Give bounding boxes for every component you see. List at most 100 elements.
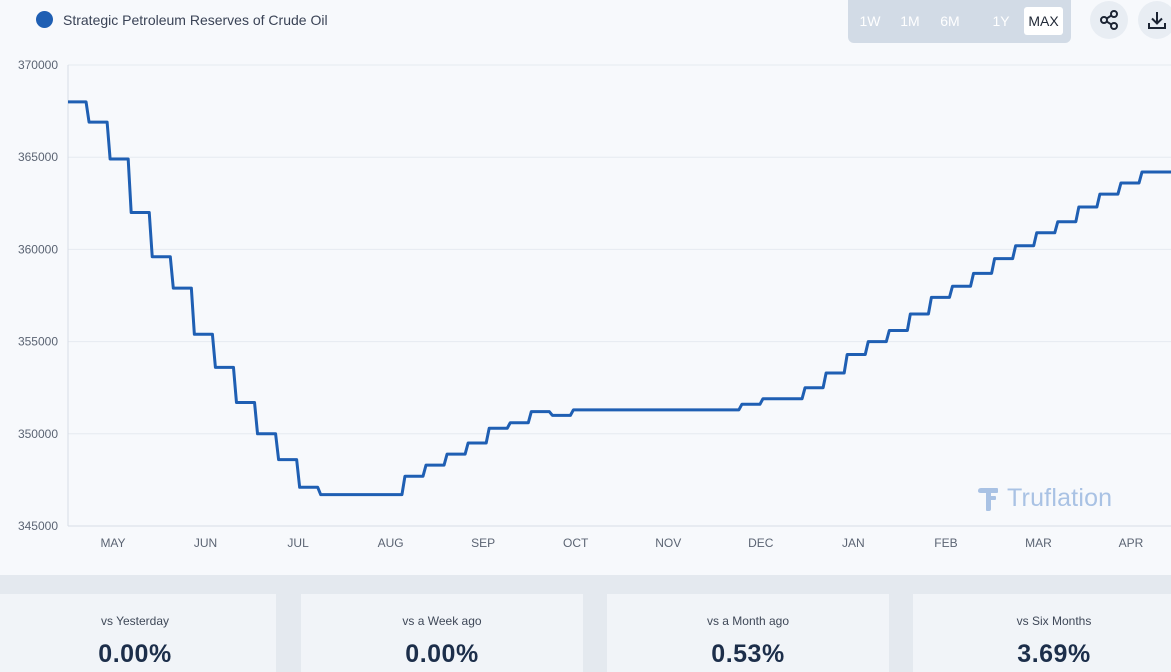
data-point[interactable] (360, 492, 366, 498)
data-point[interactable] (276, 457, 282, 463)
data-point[interactable] (1076, 204, 1082, 210)
data-point[interactable] (1013, 243, 1019, 249)
y-axis: 345000 350000 355000 360000 365000 370000 (18, 58, 58, 533)
data-point[interactable] (718, 407, 724, 413)
x-tick-label: SEP (471, 536, 495, 550)
data-point[interactable] (465, 440, 471, 446)
data-point[interactable] (128, 210, 134, 216)
y-tick-label: 355000 (18, 335, 58, 349)
data-point[interactable] (802, 385, 808, 391)
stat-card-week: vs a Week ago 0.00% (301, 594, 583, 672)
x-tick-label: APR (1119, 536, 1144, 550)
data-point[interactable] (613, 407, 619, 413)
data-point[interactable] (844, 352, 850, 358)
data-point[interactable] (191, 331, 197, 337)
line-chart: 345000 350000 355000 360000 365000 370000 MAY… (18, 58, 1171, 550)
range-button-1w[interactable]: 1W (859, 13, 881, 29)
stat-card-month: vs a Month ago 0.53% (607, 594, 889, 672)
stat-label: vs a Month ago (706, 614, 790, 628)
data-point[interactable] (570, 407, 576, 413)
data-point[interactable] (1055, 219, 1061, 225)
data-point[interactable] (971, 270, 977, 276)
data-point[interactable] (212, 364, 218, 370)
data-point[interactable] (823, 370, 829, 376)
data-point[interactable] (1097, 191, 1103, 197)
data-point[interactable] (591, 407, 597, 413)
legend[interactable]: Strategic Petroleum Reserves of Crude Oi… (36, 11, 328, 28)
range-button-6m[interactable]: 6M (940, 13, 960, 29)
y-tick-label: 365000 (18, 150, 58, 164)
data-point[interactable] (886, 328, 892, 334)
range-button-max[interactable]: MAX (1024, 7, 1063, 35)
x-tick-label: JUN (194, 536, 217, 550)
stat-value: 0.53% (711, 640, 785, 668)
data-point[interactable] (1118, 180, 1124, 186)
data-point[interactable] (170, 285, 176, 291)
range-button-1y[interactable]: 1Y (992, 13, 1010, 29)
x-tick-label: OCT (563, 536, 589, 550)
series-line[interactable] (68, 100, 1171, 497)
data-point[interactable] (928, 294, 934, 300)
stat-value: 0.00% (405, 640, 479, 668)
data-point[interactable] (697, 407, 703, 413)
y-tick-label: 350000 (18, 427, 58, 441)
data-point[interactable] (444, 451, 450, 457)
data-point[interactable] (739, 401, 745, 407)
data-point[interactable] (107, 156, 113, 162)
data-point[interactable] (655, 407, 661, 413)
y-tick-label: 345000 (18, 519, 58, 533)
watermark-text: Truflation (1007, 484, 1113, 512)
series-layer (65, 99, 1171, 498)
share-icon (1100, 10, 1118, 30)
data-point[interactable] (486, 425, 492, 431)
x-tick-label: NOV (655, 536, 681, 550)
data-point[interactable] (402, 473, 408, 479)
data-point[interactable] (634, 407, 640, 413)
share-button[interactable] (1090, 1, 1128, 39)
truflation-logo-icon (978, 487, 998, 511)
watermark: Truflation (975, 484, 1112, 513)
x-tick-label: MAY (100, 536, 125, 550)
x-tick-label: MAR (1025, 536, 1052, 550)
y-tick-label: 360000 (18, 242, 58, 256)
stat-value: 3.69% (1017, 640, 1091, 668)
data-point[interactable] (255, 431, 261, 437)
download-icon (1148, 12, 1166, 29)
data-point[interactable] (676, 407, 682, 413)
stat-label: vs a Week ago (402, 614, 482, 628)
data-point[interactable] (549, 412, 555, 418)
stat-value: 0.00% (98, 640, 172, 668)
data-point[interactable] (233, 399, 239, 405)
data-point[interactable] (423, 462, 429, 468)
range-button-1m[interactable]: 1M (900, 13, 920, 29)
stat-card-yesterday: vs Yesterday 0.00% (0, 594, 276, 672)
grid (67, 64, 1171, 527)
data-point[interactable] (318, 492, 324, 498)
data-point[interactable] (86, 119, 92, 125)
data-point[interactable] (1139, 169, 1145, 175)
y-tick-label: 370000 (18, 58, 58, 72)
data-point[interactable] (781, 396, 787, 402)
data-point[interactable] (149, 254, 155, 260)
stat-card-six-months: vs Six Months 3.69% (913, 594, 1171, 672)
range-selector: 1W 1M 6M 1Y MAX (848, 0, 1071, 43)
data-point[interactable] (907, 311, 913, 317)
data-point[interactable] (65, 99, 71, 105)
download-button[interactable] (1138, 1, 1171, 39)
x-tick-label: DEC (748, 536, 774, 550)
data-point[interactable] (381, 492, 387, 498)
data-point[interactable] (297, 484, 303, 490)
data-point[interactable] (992, 256, 998, 262)
data-point[interactable] (339, 492, 345, 498)
data-point[interactable] (507, 420, 513, 426)
data-point[interactable] (760, 396, 766, 402)
data-point[interactable] (1034, 230, 1040, 236)
data-point[interactable] (528, 409, 534, 415)
x-tick-label: JAN (842, 536, 865, 550)
stat-label: vs Six Months (1016, 614, 1092, 628)
data-point[interactable] (865, 339, 871, 345)
data-point[interactable] (949, 283, 955, 289)
stat-label: vs Yesterday (100, 614, 170, 628)
legend-label: Strategic Petroleum Reserves of Crude Oi… (63, 11, 328, 28)
x-axis: MAY JUN JUL AUG SEP OCT NOV DEC JAN FEB MAR APR (100, 536, 1143, 550)
